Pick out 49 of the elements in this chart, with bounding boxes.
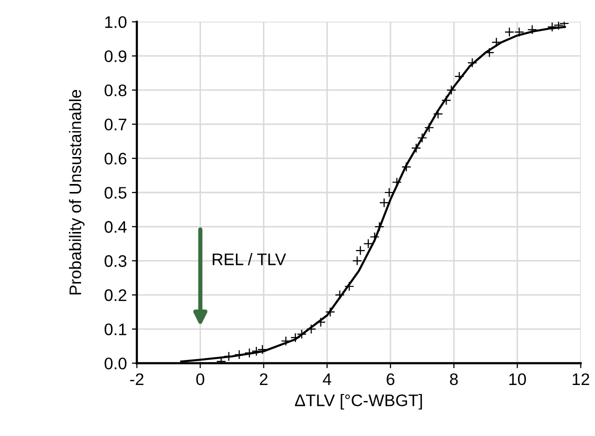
point — [334, 290, 345, 300]
point — [504, 27, 514, 37]
x-tick-label: 0 — [196, 373, 204, 386]
y-tick-label: 1.0 — [105, 16, 126, 28]
annotation: REL / TLV — [212, 253, 286, 266]
point — [352, 256, 362, 266]
point — [514, 27, 524, 37]
x-axis-title: ΔTLV [°C-WBGT] — [294, 394, 422, 410]
point — [355, 246, 366, 256]
point — [401, 162, 412, 172]
point — [316, 317, 326, 328]
point — [441, 95, 452, 106]
y-tick-label: 0.1 — [104, 323, 126, 336]
x-tick-label: 12 — [572, 373, 590, 385]
point — [384, 188, 394, 198]
point — [374, 222, 384, 232]
x-tick-label: 10 — [509, 373, 526, 386]
point — [379, 198, 390, 208]
y-tick-label: 0.2 — [104, 289, 126, 302]
point — [446, 85, 456, 96]
point — [257, 344, 268, 354]
point — [454, 71, 464, 82]
point — [467, 58, 478, 68]
point — [491, 37, 502, 48]
x-tick-label: 2 — [260, 373, 268, 385]
point — [251, 346, 262, 356]
y-tick-label: 0.6 — [104, 152, 126, 165]
x-tick-label: 4 — [322, 374, 332, 385]
point — [344, 281, 354, 292]
y-tick-label: 0.0 — [104, 358, 126, 370]
y-tick-label: 0.4 — [104, 221, 127, 233]
point — [547, 22, 558, 32]
y-tick-label: 0.8 — [104, 84, 126, 96]
point — [417, 132, 428, 143]
x-tick-label: 6 — [386, 373, 394, 386]
y-tick-label: 0.7 — [104, 118, 126, 130]
point — [325, 307, 336, 317]
y-axis-title: Probability of Unsustainable — [68, 90, 85, 294]
y-tick-label: 0.9 — [104, 50, 126, 62]
point — [411, 143, 422, 154]
point — [280, 336, 291, 346]
point — [527, 24, 538, 35]
y-tick-label: 0.5 — [104, 186, 126, 199]
x-tick-label: 8 — [450, 373, 458, 386]
x-tick-label: -2 — [130, 373, 144, 385]
y-tick-label: 0.3 — [104, 255, 126, 267]
point — [306, 324, 316, 334]
point — [424, 122, 434, 133]
point — [363, 238, 374, 249]
